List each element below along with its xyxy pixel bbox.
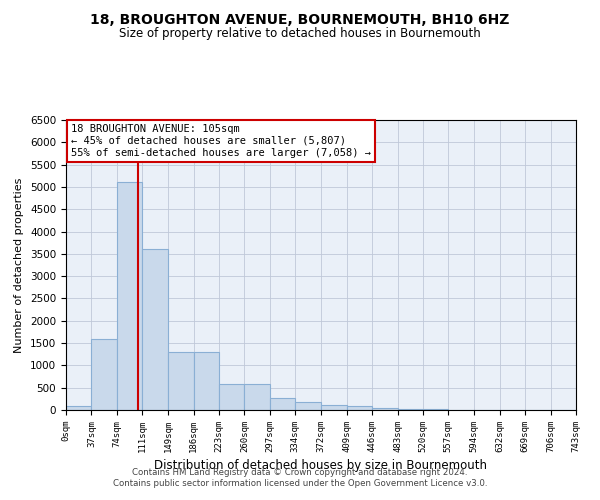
Y-axis label: Number of detached properties: Number of detached properties [14,178,25,352]
Bar [244,384,270,410]
Bar [219,384,244,410]
Text: Contains HM Land Registry data © Crown copyright and database right 2024.
Contai: Contains HM Land Registry data © Crown c… [113,468,487,487]
Bar [66,406,91,410]
Bar [347,406,372,410]
Text: 18 BROUGHTON AVENUE: 105sqm
← 45% of detached houses are smaller (5,807)
55% of : 18 BROUGHTON AVENUE: 105sqm ← 45% of det… [71,124,371,158]
Bar [91,338,117,410]
Bar [322,404,347,410]
Bar [398,408,423,410]
Text: 18, BROUGHTON AVENUE, BOURNEMOUTH, BH10 6HZ: 18, BROUGHTON AVENUE, BOURNEMOUTH, BH10 … [91,12,509,26]
Text: Size of property relative to detached houses in Bournemouth: Size of property relative to detached ho… [119,28,481,40]
Bar [270,398,295,410]
Bar [295,402,322,410]
Bar [194,352,219,410]
X-axis label: Distribution of detached houses by size in Bournemouth: Distribution of detached houses by size … [155,459,487,472]
Bar [168,352,194,410]
Bar [117,182,142,410]
Bar [372,408,398,410]
Bar [142,250,168,410]
